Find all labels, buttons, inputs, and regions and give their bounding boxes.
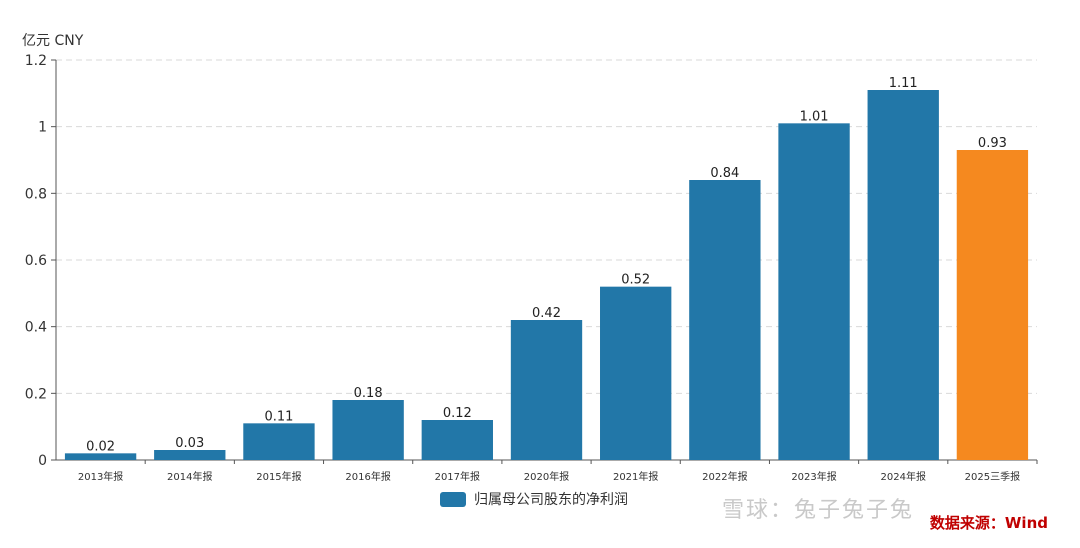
bar-value-label: 0.11	[264, 409, 293, 424]
bar	[64, 453, 137, 460]
bar	[778, 123, 850, 460]
bar	[689, 180, 761, 460]
bar-value-label: 0.84	[710, 166, 739, 181]
bar-value-label: 0.12	[443, 406, 472, 421]
chart-legend[interactable]: 归属母公司股东的净利润	[440, 489, 628, 509]
y-tick-label: 1.2	[25, 53, 47, 69]
y-tick-label: 0	[38, 453, 47, 469]
bar	[956, 150, 1029, 460]
x-tick-label: 2020年报	[524, 470, 569, 483]
x-tick-label: 2016年报	[345, 470, 390, 483]
y-tick-label: 1	[38, 120, 47, 136]
bar-value-label: 0.03	[175, 436, 204, 451]
x-tick-label: 2021年报	[613, 470, 658, 483]
watermark-text: 雪球：兔子兔子兔	[722, 498, 915, 523]
bar-value-label: 0.18	[354, 386, 383, 401]
bar	[332, 400, 404, 460]
x-tick-label: 2014年报	[167, 470, 212, 483]
bar-value-label: 0.02	[86, 439, 115, 454]
x-tick-label: 2017年报	[435, 470, 480, 483]
x-tick-label: 2024年报	[881, 470, 926, 483]
y-tick-label: 0.6	[25, 253, 47, 269]
bar	[600, 286, 672, 460]
bar	[867, 90, 939, 460]
y-tick-label: 0.8	[25, 186, 47, 202]
x-tick-label: 2023年报	[791, 470, 836, 483]
y-tick-label: 0.2	[25, 386, 47, 402]
bar	[154, 450, 226, 460]
bar-value-label: 1.11	[889, 76, 918, 91]
x-tick-label: 2025三季报	[965, 470, 1020, 483]
bar-value-label: 0.42	[532, 306, 561, 321]
x-tick-label: 2022年报	[702, 470, 747, 483]
bar	[243, 423, 315, 460]
y-tick-label: 0.4	[25, 320, 47, 336]
bar-value-label: 0.52	[621, 273, 650, 288]
legend-swatch	[440, 491, 466, 507]
data-source-label: 数据来源：Wind	[929, 514, 1048, 532]
bar	[421, 420, 493, 460]
bar-value-label: 0.93	[978, 136, 1007, 151]
x-tick-label: 2013年报	[78, 470, 123, 483]
bar	[510, 320, 583, 460]
y-axis-unit-label: 亿元 CNY	[22, 33, 84, 49]
bar-value-label: 1.01	[800, 109, 829, 124]
legend-label: 归属母公司股东的净利润	[474, 492, 628, 508]
x-tick-label: 2015年报	[256, 470, 301, 483]
